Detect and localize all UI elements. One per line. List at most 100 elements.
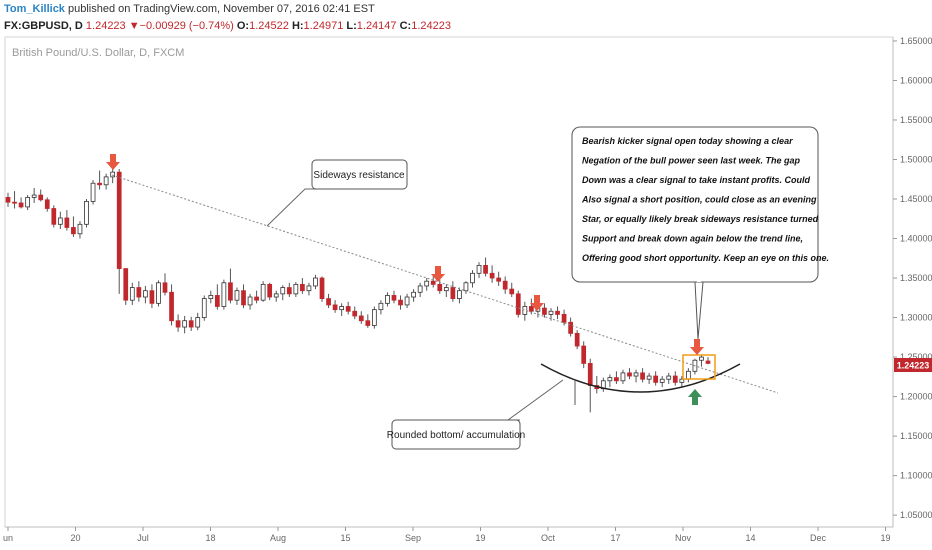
chart-title: British Pound/U.S. Dollar, D, FXCM (12, 47, 184, 59)
price-axis: 1.65000 1.60000 1.55000 1.50000 1.45000 1.400… (893, 36, 932, 520)
candle-body (542, 307, 547, 315)
author-link[interactable]: Tom_Killick (4, 3, 65, 15)
y-tick-label: 1.10000 (900, 471, 932, 481)
candle-body (136, 287, 142, 298)
low-value: 1.24147 (356, 20, 397, 32)
candle-body (620, 372, 626, 382)
red-arrow-down-icon (530, 295, 544, 311)
candle-body (156, 282, 161, 304)
candle-body (476, 265, 482, 274)
candle-body (84, 200, 89, 225)
candle-body (437, 283, 443, 292)
x-tick-label: 19 (880, 533, 890, 543)
candle-body (470, 272, 475, 284)
x-tick-label: Aug (270, 533, 286, 543)
candle-body (234, 290, 240, 301)
x-tick-label: 20 (70, 533, 80, 543)
candle-body (522, 306, 528, 315)
y-tick-label: 1.50000 (900, 155, 932, 165)
candle-body (18, 202, 24, 208)
candle-body (443, 287, 449, 292)
candle-body (306, 285, 312, 292)
candle-body (326, 298, 331, 306)
candle-body (143, 290, 148, 298)
highlight-box[interactable] (682, 354, 716, 380)
symbol-label: FX:GBPUSD, D (4, 20, 83, 32)
candle-body (404, 296, 410, 306)
candle-body (352, 310, 358, 317)
note-line: Also signal a short position, could clos… (581, 195, 817, 205)
trend-line[interactable] (111, 174, 779, 394)
candle-body (529, 306, 534, 312)
candle-body (162, 282, 168, 293)
candle-body (116, 171, 122, 269)
candle-body (424, 280, 430, 287)
x-tick-label: 14 (745, 533, 755, 543)
candle-body (633, 372, 639, 377)
red-arrow-down-icon (106, 154, 120, 170)
candle-body (391, 295, 397, 301)
candle-body (581, 345, 587, 364)
last-price-tag-label: 1.24223 (897, 361, 930, 371)
close-value: 1.24223 (411, 20, 451, 32)
x-tick-label: un (3, 533, 13, 543)
rounded-bottom-callout[interactable]: Rounded bottom/ accumulation (387, 379, 576, 450)
candle-body (201, 298, 207, 318)
high-label: H: (291, 20, 304, 32)
candle-body (646, 375, 652, 380)
candle-body (97, 182, 102, 186)
candle-body (228, 282, 233, 301)
y-tick-label: 1.25000 (900, 352, 932, 362)
candle-body (587, 363, 593, 386)
candle-body (300, 283, 305, 292)
red-arrows (106, 154, 704, 355)
candle-body (208, 295, 214, 299)
candle-body (574, 332, 580, 347)
y-tick-label: 1.30000 (900, 313, 932, 323)
note-callout[interactable]: Bearish kicker signal open today showing… (571, 126, 829, 340)
x-tick-label: Nov (675, 533, 692, 543)
candle-body (666, 375, 672, 380)
candle-body (182, 320, 187, 328)
open-value: 1.24522 (249, 20, 289, 32)
last-price: 1.24223 (85, 20, 126, 32)
x-tick-label: Sep (405, 533, 421, 543)
candle-body (607, 377, 613, 382)
x-tick-label: 19 (475, 533, 485, 543)
published-text: published on TradingView.com, November 0… (64, 3, 375, 15)
candle-body (489, 272, 495, 279)
y-tick-label: 1.20000 (900, 392, 932, 402)
candle-body (705, 360, 711, 364)
candle-body (64, 217, 70, 228)
close-label: C: (399, 20, 412, 32)
x-tick-label: Jul (137, 533, 149, 543)
candle-body (672, 375, 678, 383)
candle-body (561, 314, 567, 323)
candle-body (123, 268, 129, 301)
candle-body (260, 283, 266, 301)
x-tick-label: 18 (205, 533, 215, 543)
candle-body (286, 287, 292, 295)
y-tick-label: 1.15000 (900, 431, 932, 441)
candle-body (686, 370, 691, 380)
sideways-callout[interactable]: Sideways resistance (266, 159, 408, 227)
candle-body (568, 321, 573, 334)
candle-body (51, 208, 57, 225)
candle-body (129, 287, 135, 301)
candle-body (371, 309, 377, 326)
candle-body (214, 295, 220, 307)
candle-body (71, 227, 76, 235)
red-arrow-down-icon (690, 339, 704, 355)
candle-body (31, 194, 37, 198)
candle-body (502, 280, 508, 290)
candle-body (555, 310, 560, 315)
candle-body (25, 197, 30, 208)
candle-body (640, 372, 645, 380)
down-arrow-icon: ▼ (128, 20, 140, 32)
candle-body (332, 304, 338, 311)
candle-body (149, 290, 155, 304)
open-label: O: (236, 20, 250, 32)
candle-body (38, 194, 44, 201)
candle-body (339, 306, 345, 311)
